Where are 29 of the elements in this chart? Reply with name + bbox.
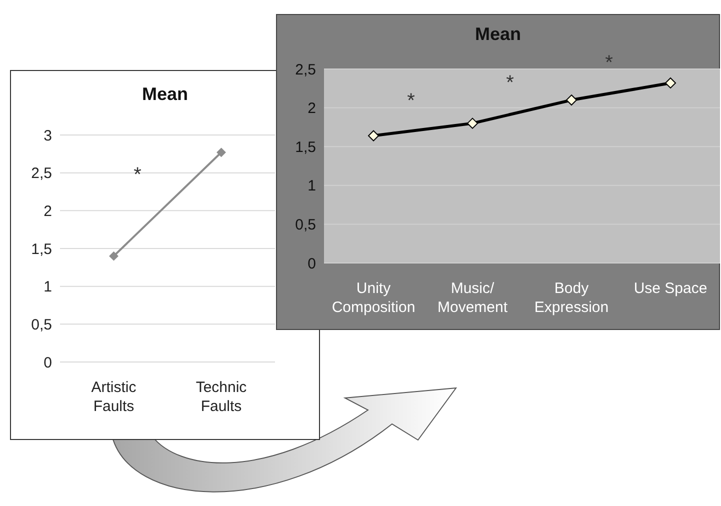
y-tick-label: 0,5 [31, 316, 52, 334]
x-tick-label: Use Space [634, 280, 708, 297]
annotation: * [604, 52, 614, 74]
x-tick-label: Artistic Faults [91, 379, 137, 415]
y-tick-label: 2,5 [31, 165, 52, 182]
y-tick-label: 3 [44, 127, 52, 144]
y-tick-label: 0,5 [295, 216, 316, 234]
y-tick-label: 1 [308, 178, 316, 195]
y-tick-label: 2 [308, 100, 316, 118]
annotation: * [132, 164, 142, 188]
x-tick-label: Music/ Movement [437, 280, 508, 316]
y-tick-label: 0 [44, 354, 52, 372]
y-tick-label: 1 [44, 278, 52, 296]
point [665, 77, 676, 88]
x-tick-label: Technic Faults [196, 379, 248, 415]
x-tick-label: Body Expression [534, 280, 609, 316]
annotation: * [406, 90, 416, 113]
y-tick-label: 1,5 [295, 138, 316, 156]
point [467, 118, 478, 129]
chart-title: Mean [142, 84, 188, 104]
x-tick-label: Unity Composition [332, 280, 416, 316]
y-tick-label: 0 [308, 255, 316, 272]
point [368, 130, 379, 142]
annotation: * [505, 72, 515, 95]
y-tick-label: 1,5 [31, 240, 52, 258]
y-tick-label: 2 [44, 202, 52, 220]
chart-title: Mean [474, 24, 522, 45]
point [566, 94, 577, 106]
y-tick-label: 2,5 [295, 61, 316, 78]
